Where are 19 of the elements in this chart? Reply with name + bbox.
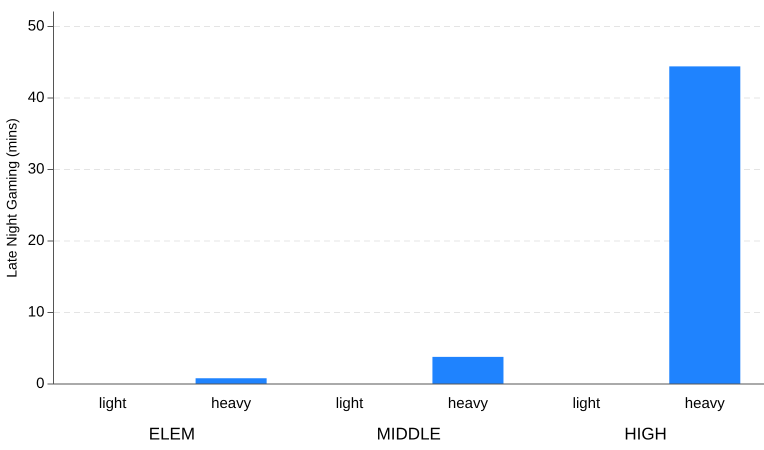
x-tick-label: heavy — [684, 395, 726, 412]
x-tick-label: light — [336, 395, 364, 412]
text: HIGH — [624, 424, 667, 444]
y-tick-label: 10 — [28, 304, 44, 321]
x-tick-label: heavy — [448, 395, 488, 412]
text: MIDDLE — [376, 424, 441, 444]
bar — [432, 356, 504, 384]
bar — [196, 378, 267, 384]
x-tick-label: light — [98, 395, 128, 412]
y-tick-label: 50 — [28, 17, 44, 34]
y-tick-label: 20 — [28, 232, 44, 250]
y-tick-label: 30 — [28, 160, 44, 178]
bar — [669, 66, 740, 384]
y-tick-label: 0 — [36, 375, 44, 392]
y-tick-label: 40 — [28, 88, 44, 106]
x-tick-label: heavy — [211, 395, 252, 412]
text: ELEM — [148, 424, 196, 444]
y-axis-title: Late Night Gaming (mins) — [3, 118, 20, 278]
x-tick-label: light — [572, 395, 601, 412]
